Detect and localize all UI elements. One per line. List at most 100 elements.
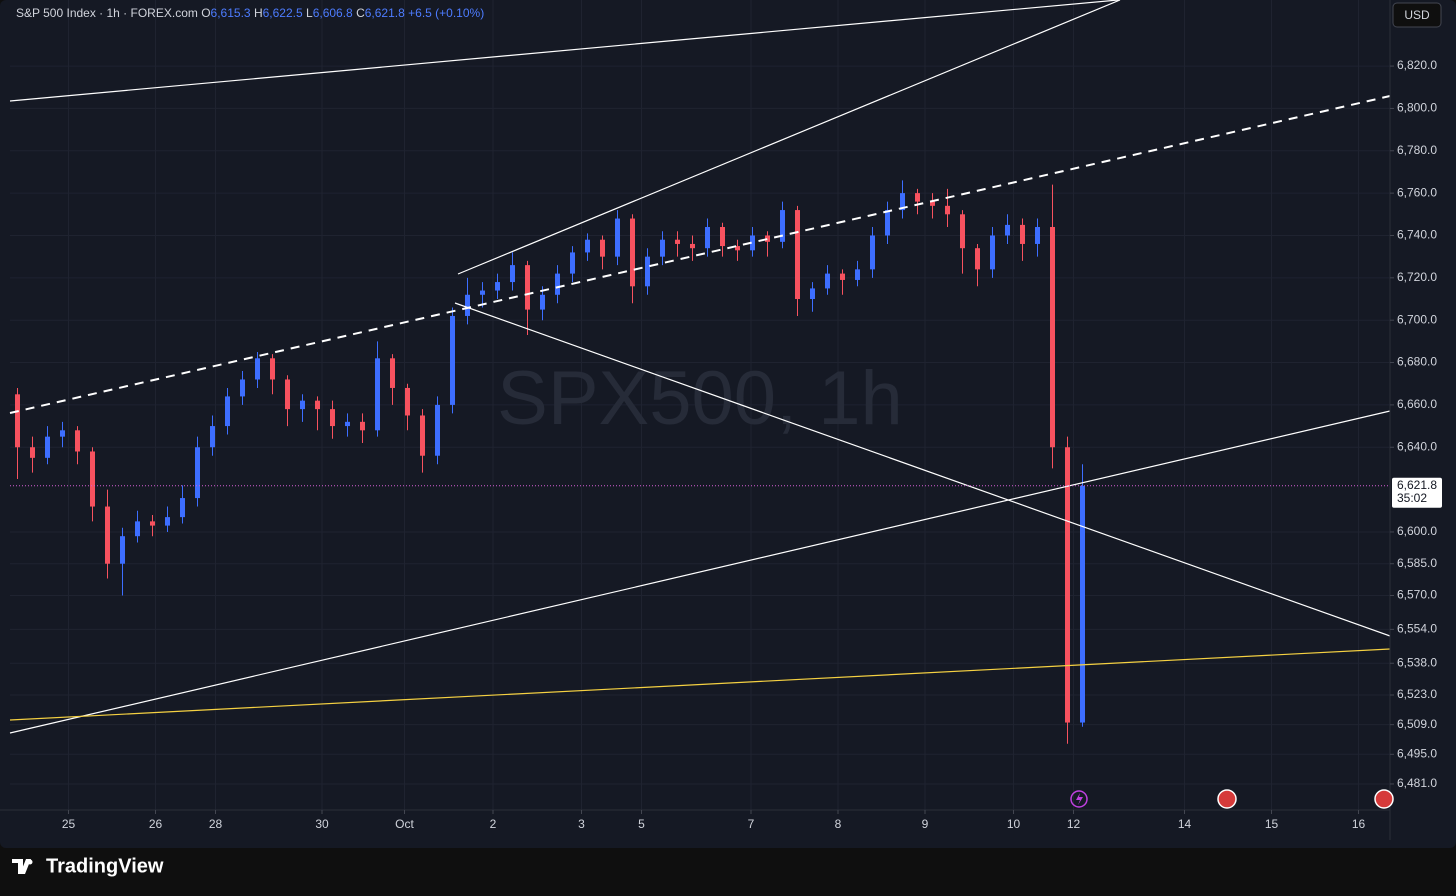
event-icon-glyph (1076, 793, 1083, 805)
candle-body (495, 282, 500, 291)
candle-body (1065, 447, 1070, 723)
currency: USD (1404, 8, 1430, 22)
ohlc: O6,615.3 H6,622.5 L6,606.8 C6,621.8 (201, 6, 408, 20)
trend-line (9, 648, 1391, 721)
y-tick-label: 6,570.0 (1397, 588, 1437, 602)
currency-button[interactable] (1392, 2, 1442, 28)
x-tick-label: 25 (62, 817, 76, 831)
watermark: SPX500, 1h (497, 356, 903, 441)
grid (10, 0, 1390, 810)
ohlc-key: H (253, 6, 263, 20)
candle-body (435, 404, 440, 456)
ohlc-key: C (356, 6, 365, 20)
x-tick-label: 12 (1067, 817, 1081, 831)
candle-body (510, 265, 515, 283)
logo-mark (12, 859, 31, 874)
y-tick-label: 6,740.0 (1397, 228, 1437, 242)
candle-body (705, 227, 710, 249)
candle-body (855, 269, 860, 280)
candle-body (135, 521, 140, 537)
y-tick-label: 6,600.0 (1397, 524, 1437, 538)
panel (0, 0, 1456, 848)
candle-body (690, 243, 695, 249)
flag-icon[interactable] (1374, 789, 1394, 809)
flag-icon[interactable] (1217, 789, 1237, 809)
candle-body (810, 288, 815, 300)
candle-body (645, 256, 650, 287)
ohlc-value: 6,621.8 (364, 6, 405, 20)
x-tick-label: 3 (578, 817, 585, 831)
candle-body (465, 294, 470, 316)
candle-body (1080, 485, 1085, 723)
x-tick-label: 9 (922, 817, 929, 831)
last-price-label: 6,621.8 (1397, 478, 1437, 492)
y-tick-label: 6,523.0 (1397, 687, 1437, 701)
candle-body (270, 358, 275, 380)
ohlc-value: 6,622.5 (262, 6, 303, 20)
candle-body (570, 252, 575, 274)
y-tick-label: 6,780.0 (1397, 143, 1437, 157)
candle-body (165, 517, 170, 526)
x-tick-label: 5 (638, 817, 645, 831)
y-tick-label: 6,481.0 (1397, 776, 1437, 790)
candle-body (825, 273, 830, 289)
candle-body (900, 193, 905, 211)
candle-body (255, 358, 260, 380)
candle-body (315, 400, 320, 410)
y-tick-label: 6,820.0 (1397, 58, 1437, 72)
candle-body (840, 273, 845, 280)
x-tick-label: Oct (395, 817, 414, 831)
candle-body (60, 430, 65, 437)
axes: 6,820.0 6,800.0 6,780.0 6,760.0 6,740.0 6,720… (10, 58, 1442, 831)
candle-body (765, 235, 770, 242)
countdown: 35:02 (1397, 491, 1427, 505)
y-tick-label: 6,554.0 (1397, 622, 1437, 636)
candle-body (105, 506, 110, 564)
x-tick-label: 28 (209, 817, 223, 831)
y-tick-label: 6,800.0 (1397, 101, 1437, 115)
y-tick-label: 6,700.0 (1397, 312, 1437, 326)
drawings (9, 0, 1391, 734)
trend-line (9, 410, 1391, 734)
candle-body (480, 290, 485, 295)
candle-body (390, 358, 395, 388)
candle-body (975, 248, 980, 270)
x-tick-label: 26 (149, 817, 163, 831)
candle-body (90, 451, 95, 507)
candle-body (195, 447, 200, 499)
candle-body (420, 415, 425, 456)
candle-body (1020, 224, 1025, 244)
trend-line (9, 95, 1391, 414)
event-icon[interactable] (1070, 790, 1088, 808)
y-tick-label: 6,660.0 (1397, 397, 1437, 411)
candle-body (450, 315, 455, 405)
candle-body (1005, 224, 1010, 236)
y-tick-label: 6,538.0 (1397, 655, 1437, 669)
candle-body (360, 421, 365, 431)
y-tick-label: 6,509.0 (1397, 717, 1437, 731)
candle-body (585, 239, 590, 253)
symbol: S&P 500 Index · 1h · FOREX.com (16, 6, 198, 20)
candle-body (225, 396, 230, 427)
candle-body (240, 379, 245, 397)
candle-body (885, 210, 890, 236)
candle-body (630, 218, 635, 287)
candle-body (960, 214, 965, 249)
y-tick-label: 6,495.0 (1397, 746, 1437, 760)
x-tick-label: 2 (490, 817, 497, 831)
trend-line (457, 0, 1121, 275)
x-tick-label: 8 (835, 817, 842, 831)
candle-body (75, 430, 80, 452)
candle-body (330, 409, 335, 427)
candle-body (615, 218, 620, 257)
candle-body (285, 379, 290, 410)
logo: TradingView (12, 855, 164, 877)
candle-body (150, 521, 155, 526)
logo-dot (27, 859, 33, 865)
candle-body (45, 436, 50, 458)
ohlc-value: 6,615.3 (210, 6, 251, 20)
candle-body (555, 273, 560, 295)
candle-body (870, 235, 875, 270)
candle-body (795, 210, 800, 300)
